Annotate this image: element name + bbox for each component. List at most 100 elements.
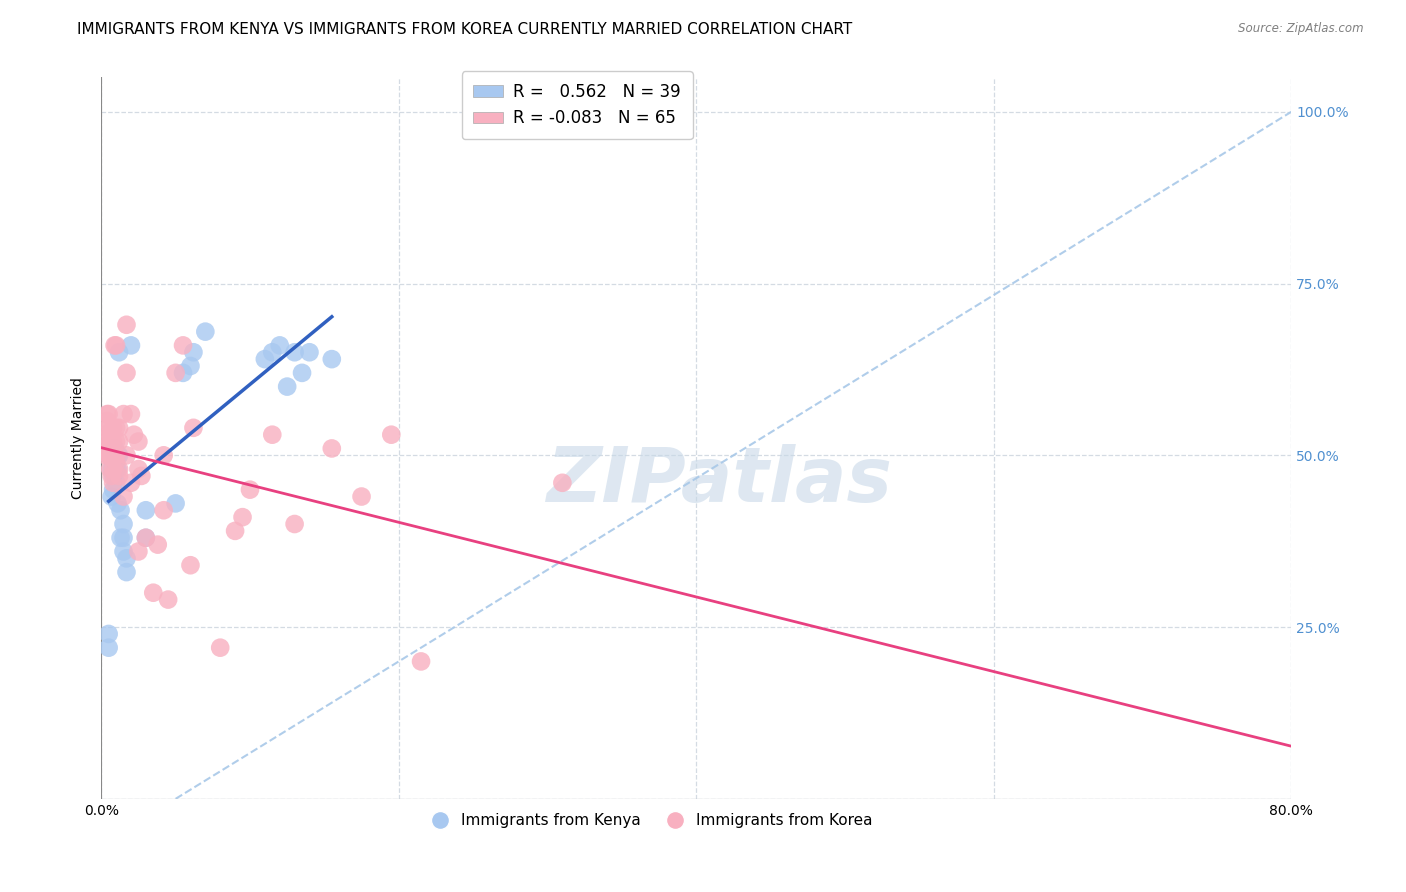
Point (105, 455, 128, 469)
Point (157, 592, 180, 607)
Y-axis label: Currently Married: Currently Married (72, 377, 86, 499)
Point (98, 427, 121, 442)
Point (298, 345, 321, 359)
Point (112, 407, 135, 421)
Point (321, 352, 343, 367)
Point (122, 427, 145, 442)
Point (98, 448, 121, 462)
Point (380, 427, 402, 442)
Point (152, 448, 174, 462)
Point (104, 448, 127, 462)
Point (101, 475, 124, 490)
Point (98, 462, 121, 476)
Point (291, 366, 314, 380)
Point (105, 462, 128, 476)
Point (135, 531, 157, 545)
Point (194, 325, 217, 339)
Point (127, 434, 149, 449)
Point (127, 544, 149, 558)
Point (96, 414, 118, 428)
Point (115, 448, 138, 462)
Point (105, 475, 128, 490)
Point (104, 338, 127, 352)
Point (96, 407, 118, 421)
Point (97, 627, 120, 641)
Point (100, 462, 122, 476)
Point (127, 462, 149, 476)
Point (262, 427, 284, 442)
Point (108, 421, 131, 435)
Point (131, 469, 153, 483)
Point (94, 442, 117, 456)
Point (321, 442, 343, 456)
Point (172, 338, 194, 352)
Point (284, 516, 307, 531)
Point (112, 490, 135, 504)
Point (135, 503, 157, 517)
Point (115, 551, 138, 566)
Point (179, 359, 201, 373)
Point (115, 565, 138, 579)
Point (101, 448, 124, 462)
Point (224, 524, 246, 538)
Point (97, 434, 120, 449)
Point (183, 345, 205, 359)
Point (97, 640, 120, 655)
Point (104, 448, 127, 462)
Point (105, 448, 128, 462)
Point (146, 538, 169, 552)
Point (108, 469, 131, 483)
Text: ZIPatlas: ZIPatlas (547, 444, 893, 518)
Point (97, 448, 120, 462)
Point (253, 352, 276, 367)
Point (135, 531, 157, 545)
Point (108, 462, 131, 476)
Point (108, 434, 131, 449)
Point (142, 585, 165, 599)
Point (100, 448, 122, 462)
Point (107, 448, 129, 462)
Point (120, 475, 142, 490)
Point (100, 490, 122, 504)
Point (120, 407, 142, 421)
Point (101, 462, 124, 476)
Point (97, 421, 120, 435)
Point (120, 338, 142, 352)
Point (551, 475, 574, 490)
Point (165, 366, 187, 380)
Point (112, 544, 135, 558)
Point (105, 421, 128, 435)
Point (100, 434, 122, 449)
Point (183, 421, 205, 435)
Point (105, 448, 128, 462)
Point (172, 366, 194, 380)
Point (179, 558, 201, 573)
Point (94, 448, 117, 462)
Point (209, 640, 232, 655)
Point (110, 503, 132, 517)
Point (112, 531, 135, 545)
Point (239, 483, 262, 497)
Point (262, 345, 284, 359)
Point (115, 318, 138, 332)
Point (409, 655, 432, 669)
Point (94, 427, 117, 442)
Text: IMMIGRANTS FROM KENYA VS IMMIGRANTS FROM KOREA CURRENTLY MARRIED CORRELATION CHA: IMMIGRANTS FROM KENYA VS IMMIGRANTS FROM… (77, 22, 852, 37)
Point (107, 462, 129, 476)
Point (115, 366, 138, 380)
Point (108, 345, 131, 359)
Point (104, 442, 127, 456)
Point (110, 531, 132, 545)
Point (232, 510, 254, 524)
Point (100, 469, 122, 483)
Point (97, 407, 120, 421)
Point (269, 338, 291, 352)
Point (105, 434, 128, 449)
Point (101, 483, 124, 497)
Point (101, 421, 124, 435)
Point (101, 434, 124, 449)
Point (152, 503, 174, 517)
Point (112, 516, 135, 531)
Point (350, 490, 373, 504)
Point (98, 442, 121, 456)
